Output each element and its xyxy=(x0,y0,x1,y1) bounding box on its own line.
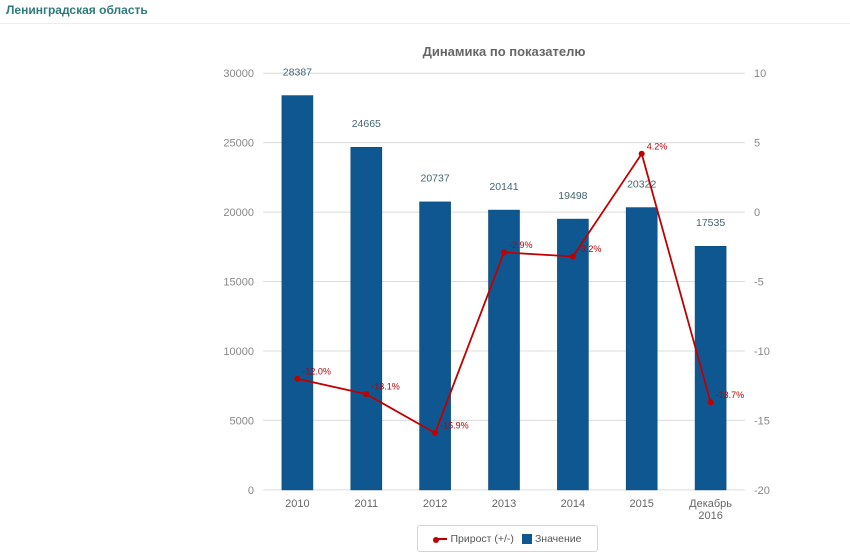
svg-text:2014: 2014 xyxy=(561,498,585,510)
svg-text:-13.7%: -13.7% xyxy=(716,390,745,400)
svg-text:5: 5 xyxy=(754,138,760,150)
svg-text:-15: -15 xyxy=(754,415,770,427)
svg-text:28387: 28387 xyxy=(283,66,312,78)
svg-text:-2.9%: -2.9% xyxy=(509,240,533,250)
svg-text:2011: 2011 xyxy=(354,498,378,510)
svg-text:2010: 2010 xyxy=(285,498,309,510)
svg-text:2013: 2013 xyxy=(492,498,516,510)
svg-text:-5: -5 xyxy=(754,277,764,289)
svg-text:25000: 25000 xyxy=(223,138,254,150)
svg-text:2016: 2016 xyxy=(698,510,722,522)
svg-text:19498: 19498 xyxy=(558,190,587,202)
svg-text:17535: 17535 xyxy=(696,217,725,229)
svg-text:2015: 2015 xyxy=(629,498,653,510)
svg-text:10: 10 xyxy=(754,68,766,80)
svg-text:20737: 20737 xyxy=(420,173,449,185)
svg-text:2012: 2012 xyxy=(423,498,447,510)
svg-text:-15.9%: -15.9% xyxy=(440,421,469,431)
svg-text:10000: 10000 xyxy=(223,346,254,358)
svg-text:-20: -20 xyxy=(754,485,770,497)
svg-text:-10: -10 xyxy=(754,346,770,358)
svg-text:-13.1%: -13.1% xyxy=(371,382,400,392)
svg-text:30000: 30000 xyxy=(223,68,254,80)
svg-text:0: 0 xyxy=(754,207,760,219)
svg-text:24665: 24665 xyxy=(352,118,381,130)
svg-text:-12.0%: -12.0% xyxy=(302,366,331,376)
svg-text:20141: 20141 xyxy=(489,181,518,193)
svg-text:0: 0 xyxy=(248,485,254,497)
svg-text:Декабрь: Декабрь xyxy=(689,498,732,510)
svg-text:-3.2%: -3.2% xyxy=(578,244,602,254)
svg-text:15000: 15000 xyxy=(223,277,254,289)
svg-text:20000: 20000 xyxy=(223,207,254,219)
svg-text:4.2%: 4.2% xyxy=(647,141,668,151)
svg-text:5000: 5000 xyxy=(230,415,254,427)
